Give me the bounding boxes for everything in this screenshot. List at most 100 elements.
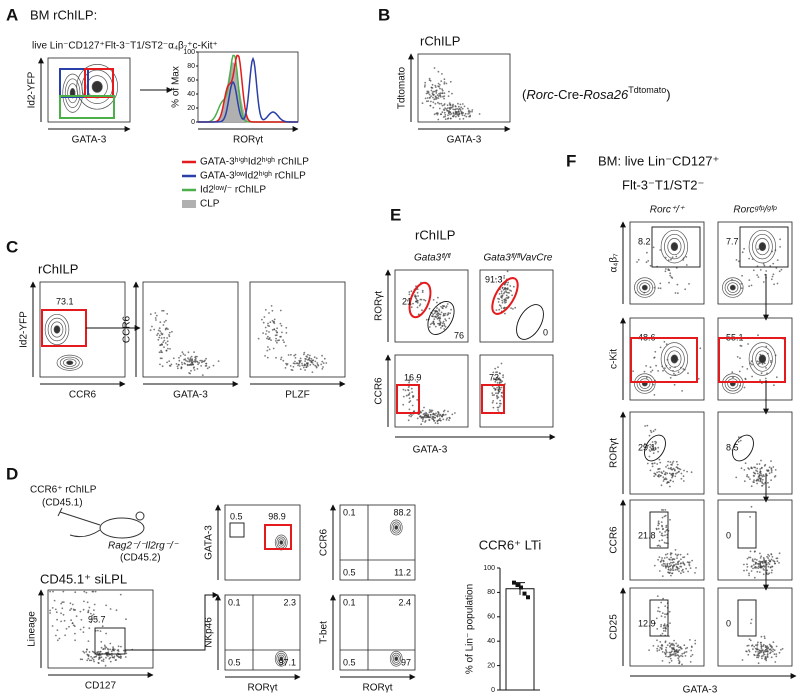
event-dot xyxy=(436,315,439,317)
event-dot xyxy=(769,265,772,267)
event-dot xyxy=(203,360,206,363)
event-dot xyxy=(305,366,308,368)
event-dot xyxy=(666,358,669,361)
event-dot xyxy=(444,114,447,116)
event-dot xyxy=(55,634,57,637)
event-dot xyxy=(763,483,765,485)
event-dot xyxy=(88,651,91,653)
gate xyxy=(732,434,754,462)
event-dot xyxy=(664,613,666,615)
event-dot xyxy=(766,656,769,658)
event-dot xyxy=(447,95,450,97)
plot-frame xyxy=(394,354,469,428)
event-dot xyxy=(499,405,501,407)
quadrant-value: 11.2 xyxy=(394,567,411,577)
event-dot xyxy=(765,648,768,651)
plot-frame xyxy=(249,281,346,378)
event-dot xyxy=(661,539,663,542)
event-dot xyxy=(748,285,750,288)
event-dot xyxy=(79,628,82,631)
event-dot xyxy=(761,363,764,365)
event-dot xyxy=(265,333,267,335)
event-dot xyxy=(494,388,497,390)
event-dot xyxy=(660,521,663,523)
event-dot xyxy=(107,651,110,654)
event-dot xyxy=(676,283,679,286)
event-dot xyxy=(663,623,666,626)
event-dot xyxy=(56,629,59,632)
event-dot xyxy=(671,644,674,646)
contour xyxy=(63,358,77,367)
event-dot xyxy=(454,105,457,107)
event-dot xyxy=(448,106,451,109)
event-dot xyxy=(268,337,271,339)
event-dot xyxy=(74,639,76,642)
event-dot xyxy=(747,467,749,469)
event-dot xyxy=(321,360,324,363)
contour xyxy=(724,375,741,392)
event-dot xyxy=(657,527,660,530)
event-dot xyxy=(778,562,780,564)
event-dot xyxy=(432,299,435,301)
event-dot xyxy=(665,613,668,616)
event-dot xyxy=(664,565,667,568)
event-dot xyxy=(501,301,504,304)
event-dot xyxy=(449,312,451,315)
event-dot xyxy=(664,563,666,565)
event-dot xyxy=(652,452,655,454)
event-dot xyxy=(757,662,760,665)
event-dot xyxy=(75,615,78,618)
event-dot xyxy=(763,264,766,267)
event-dot xyxy=(668,610,671,613)
event-dot xyxy=(494,367,497,370)
event-dot xyxy=(115,654,118,656)
event-dot xyxy=(101,625,104,628)
gate-value: 73.1 xyxy=(56,296,74,306)
event-dot xyxy=(672,460,675,463)
event-dot xyxy=(442,410,445,413)
event-dot xyxy=(425,416,428,419)
axis-label: PLZF xyxy=(285,390,309,401)
event-dot xyxy=(741,274,743,277)
event-dot xyxy=(53,599,56,602)
event-dot xyxy=(492,400,495,402)
plot-frame xyxy=(479,354,554,428)
event-dot xyxy=(671,561,674,564)
plot-frame xyxy=(717,411,793,495)
event-dot xyxy=(776,560,779,563)
event-dot xyxy=(428,77,431,80)
event-dot xyxy=(285,326,288,329)
axis-label: GATA-3 xyxy=(173,390,208,401)
event-dot xyxy=(447,312,450,314)
event-dot xyxy=(442,116,445,118)
event-dot xyxy=(748,574,750,577)
event-dot xyxy=(752,567,754,570)
event-dot xyxy=(450,106,453,109)
event-dot xyxy=(780,648,782,651)
event-dot xyxy=(679,468,682,471)
event-dot xyxy=(439,313,442,316)
event-dot xyxy=(448,419,450,421)
event-dot xyxy=(433,318,436,320)
contour xyxy=(722,373,744,394)
event-dot xyxy=(682,368,685,370)
event-dot xyxy=(663,478,666,481)
event-dot xyxy=(446,314,449,316)
event-dot xyxy=(305,355,308,358)
event-dot xyxy=(267,338,270,341)
event-dot xyxy=(761,649,764,652)
event-dot xyxy=(669,558,671,561)
event-dot xyxy=(467,113,469,115)
event-dot xyxy=(68,625,70,628)
event-dot xyxy=(314,360,317,363)
event-dot xyxy=(503,292,505,295)
event-dot xyxy=(634,291,637,294)
event-dot xyxy=(651,441,654,443)
event-dot xyxy=(64,634,66,637)
event-dot xyxy=(503,277,505,279)
axis-label: GATA-3 xyxy=(72,135,107,146)
event-dot xyxy=(753,645,756,648)
event-dot xyxy=(448,110,451,112)
event-dot xyxy=(493,394,495,396)
event-dot xyxy=(441,305,444,307)
